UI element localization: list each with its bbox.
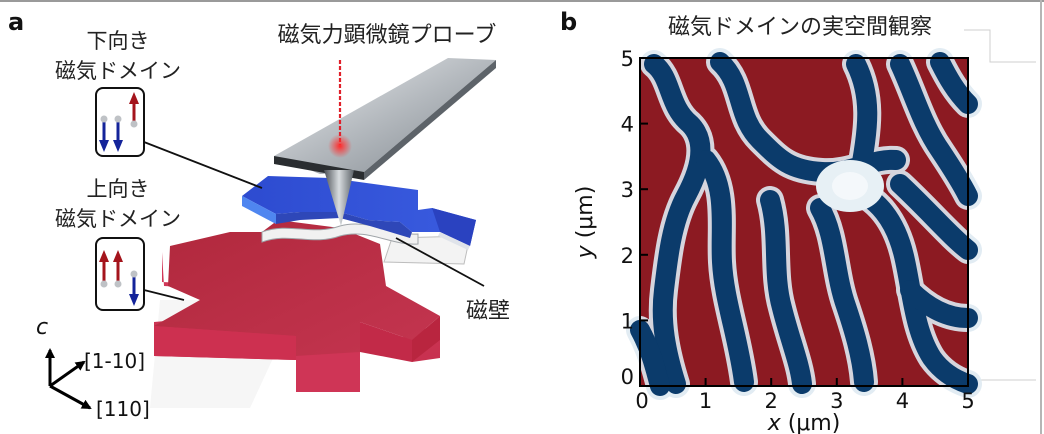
x-tick-label: 4	[896, 389, 909, 413]
probe-tip	[324, 170, 354, 226]
probe-label: 磁気力顕微鏡プローブ	[278, 23, 497, 48]
axis-110-label: [110]	[96, 397, 150, 421]
domain-heatmap	[626, 48, 982, 400]
axis-1m10-label: [1-10]	[84, 349, 145, 373]
down-domain-label-line1: 下向き	[87, 29, 150, 53]
panel-b-label: b	[560, 8, 577, 36]
down-spin-icon	[95, 87, 145, 157]
y-tick-label: 1	[621, 309, 634, 333]
down-domain-block	[242, 176, 476, 250]
y-axis-unit: (μm)	[573, 186, 598, 246]
right-border	[1040, 0, 1042, 434]
blue-domains	[626, 48, 982, 400]
up-spin-icon	[95, 237, 145, 311]
y-tick-label: 2	[621, 244, 634, 268]
y-tick-label: 4	[621, 113, 634, 137]
top-border	[0, 0, 1044, 2]
panel-a-label: a	[8, 8, 24, 36]
x-axis-label: x (μm)	[767, 411, 841, 434]
wall-label: 磁壁	[466, 299, 510, 324]
x-tick-label: 1	[699, 389, 712, 413]
x-tick-label: 5	[961, 389, 974, 413]
up-domain-label-line1: 上向き	[87, 177, 150, 201]
x-axis-var: x	[767, 411, 782, 434]
y-axis-label: y (μm)	[573, 186, 598, 260]
x-axis-unit: (μm)	[781, 411, 841, 434]
y-tick-label: 5	[621, 47, 634, 71]
up-domain-block	[154, 220, 440, 392]
down-domain-leader	[143, 141, 263, 189]
x-tick-label: 3	[830, 389, 843, 413]
plot-frame	[639, 57, 969, 387]
x-tick-label: 0	[635, 389, 648, 413]
up-domain-leader	[143, 289, 185, 301]
axis-c-label: c	[36, 315, 48, 340]
crystal-axes	[45, 348, 92, 410]
y-tick-label: 3	[621, 178, 634, 202]
frame-upper-right	[964, 29, 1036, 63]
y-tick-label: 0	[621, 365, 634, 389]
down-domain-label-line2: 磁気ドメイン	[55, 59, 181, 83]
ticks: 0 1 2 3 4 5 0 1 2 3 4 5	[621, 47, 975, 413]
up-domain-label-line2: 磁気ドメイン	[55, 207, 181, 231]
x-tick-label: 2	[765, 389, 778, 413]
panel-b-title: 磁気ドメインの実空間観察	[668, 15, 932, 40]
wall-leader	[395, 237, 485, 287]
y-axis-var: y	[573, 244, 598, 259]
domain-wall	[261, 223, 419, 245]
laser-spot	[328, 134, 352, 158]
